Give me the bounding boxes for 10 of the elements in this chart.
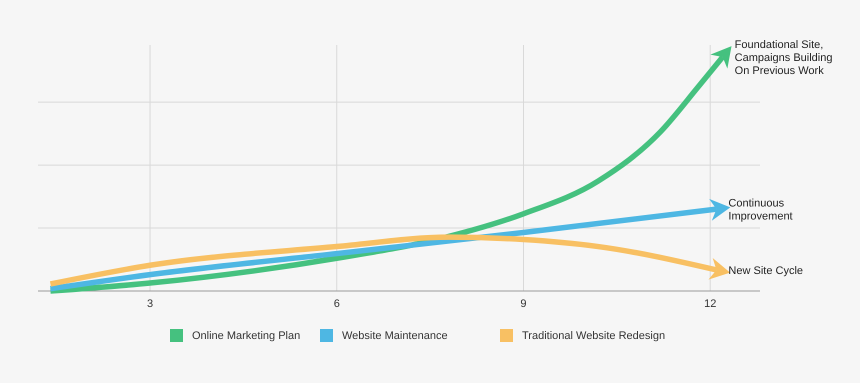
x-tick-label: 12	[704, 298, 716, 310]
x-tick-label: 6	[334, 298, 340, 310]
legend-label: Traditional Website Redesign	[522, 330, 666, 342]
legend-label: Website Maintenance	[342, 330, 448, 342]
annotation: New Site Cycle	[728, 264, 804, 277]
x-tick-label: 9	[520, 298, 527, 310]
x-tick-label: 3	[146, 298, 154, 310]
annotation: Foundational Site, Campaigns Building On Previous Work	[734, 39, 832, 77]
annotation: Continuous Improvement	[728, 198, 793, 223]
legend-label: Online Marketing Plan	[192, 330, 300, 342]
